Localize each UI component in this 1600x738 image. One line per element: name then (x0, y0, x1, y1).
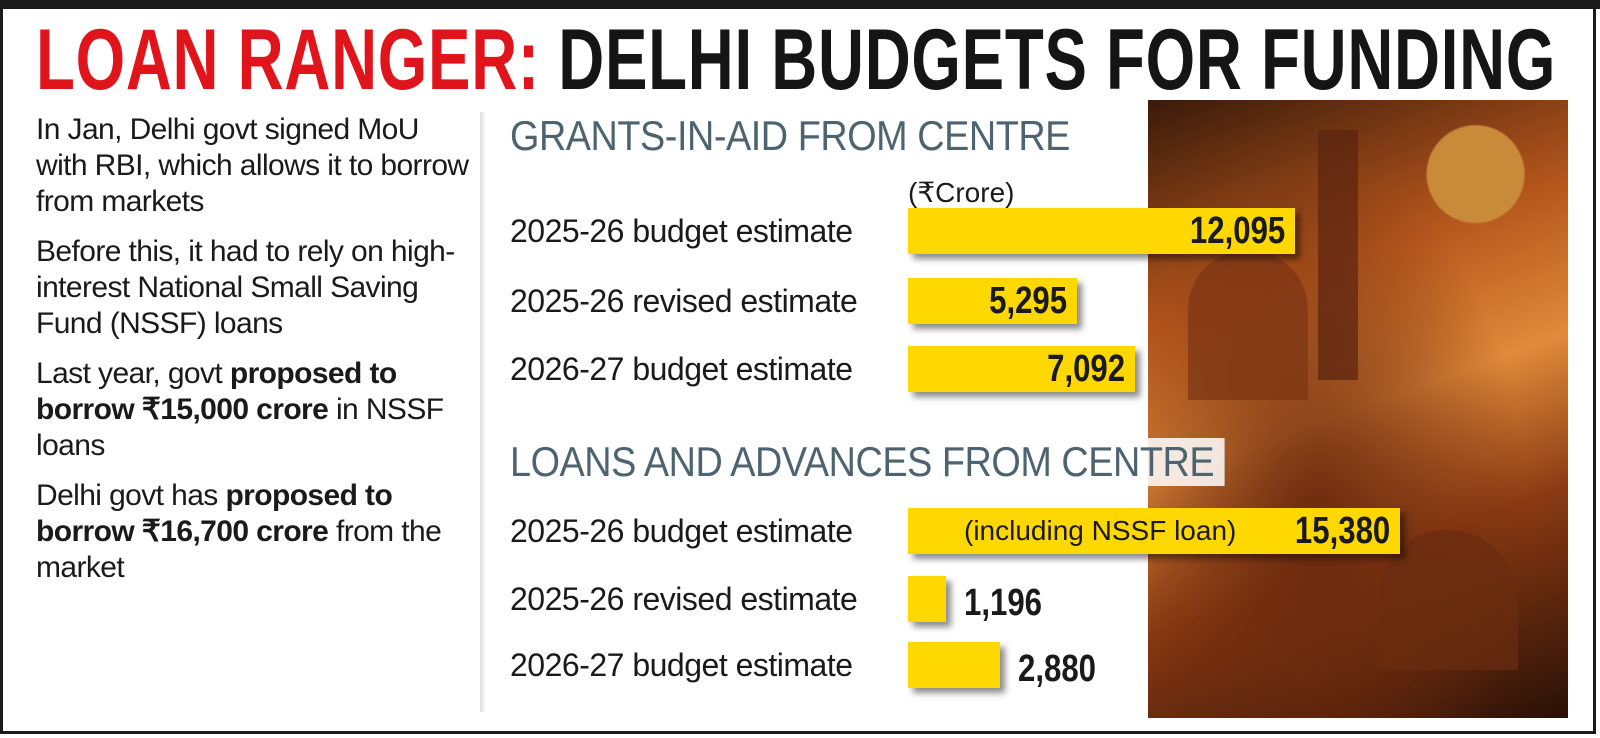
value-label: 12,095 (1189, 210, 1285, 252)
illustration-delhi-finance (1148, 100, 1568, 718)
title-red: LOAN RANGER: (36, 12, 540, 108)
note-paragraph: In Jan, Delhi govt signed MoU with RBI, … (36, 112, 476, 220)
note-text: from the market (36, 515, 442, 584)
note-highlight: proposed to borrow ₹15,000 crore (36, 357, 397, 426)
category-label: 2026-27 budget estimate (510, 647, 853, 683)
dome-building-shape (1378, 530, 1518, 670)
bar (908, 278, 1077, 324)
category-label: 2026-27 budget estimate (510, 351, 853, 387)
note-text: in NSSF loans (36, 393, 444, 462)
left-notes: In Jan, Delhi govt signed MoU with RBI, … (36, 112, 476, 600)
qutub-minar-shape (1318, 130, 1358, 380)
value-label: 7,092 (1047, 348, 1125, 390)
bar-note: (including NSSF loan) (964, 515, 1237, 546)
note-paragraph: Delhi govt has proposed to borrow ₹16,70… (36, 478, 476, 586)
value-label: 15,380 (1294, 510, 1390, 552)
value-label: 2,880 (1018, 648, 1096, 690)
note-text: Before this, it had to rely on high-inte… (36, 235, 455, 340)
category-label: 2025-26 budget estimate (510, 513, 853, 549)
category-label: 2025-26 revised estimate (510, 283, 858, 319)
chart-heading: LOANS AND ADVANCES FROM CENTRE (510, 438, 1225, 486)
page-title: LOAN RANGER: DELHI BUDGETS FOR FUNDING (36, 14, 1556, 106)
top-bar (0, 0, 1600, 9)
bar (908, 346, 1135, 392)
bar (908, 642, 1000, 688)
bar (908, 508, 1400, 554)
frame (0, 9, 1596, 734)
note-text: Last year, govt (36, 357, 230, 390)
note-paragraph: Last year, govt proposed to borrow ₹15,0… (36, 356, 476, 464)
bar (908, 576, 946, 622)
title-black: DELHI BUDGETS FOR FUNDING (558, 12, 1557, 108)
chart-heading: GRANTS-IN-AID FROM CENTRE (510, 112, 1081, 160)
value-label: 1,196 (964, 582, 1042, 624)
note-paragraph: Before this, it had to rely on high-inte… (36, 234, 476, 342)
note-text: In Jan, Delhi govt signed MoU with RBI, … (36, 113, 469, 218)
divider (480, 112, 486, 712)
value-label: 5,295 (989, 280, 1067, 322)
bar (908, 208, 1295, 254)
category-label: 2025-26 budget estimate (510, 213, 853, 249)
note-text: Delhi govt has (36, 479, 226, 512)
category-label: 2025-26 revised estimate (510, 581, 858, 617)
india-gate-shape (1188, 250, 1308, 400)
note-highlight: proposed to borrow ₹16,700 crore (36, 479, 393, 548)
unit-label: (₹Crore) (908, 177, 1015, 208)
